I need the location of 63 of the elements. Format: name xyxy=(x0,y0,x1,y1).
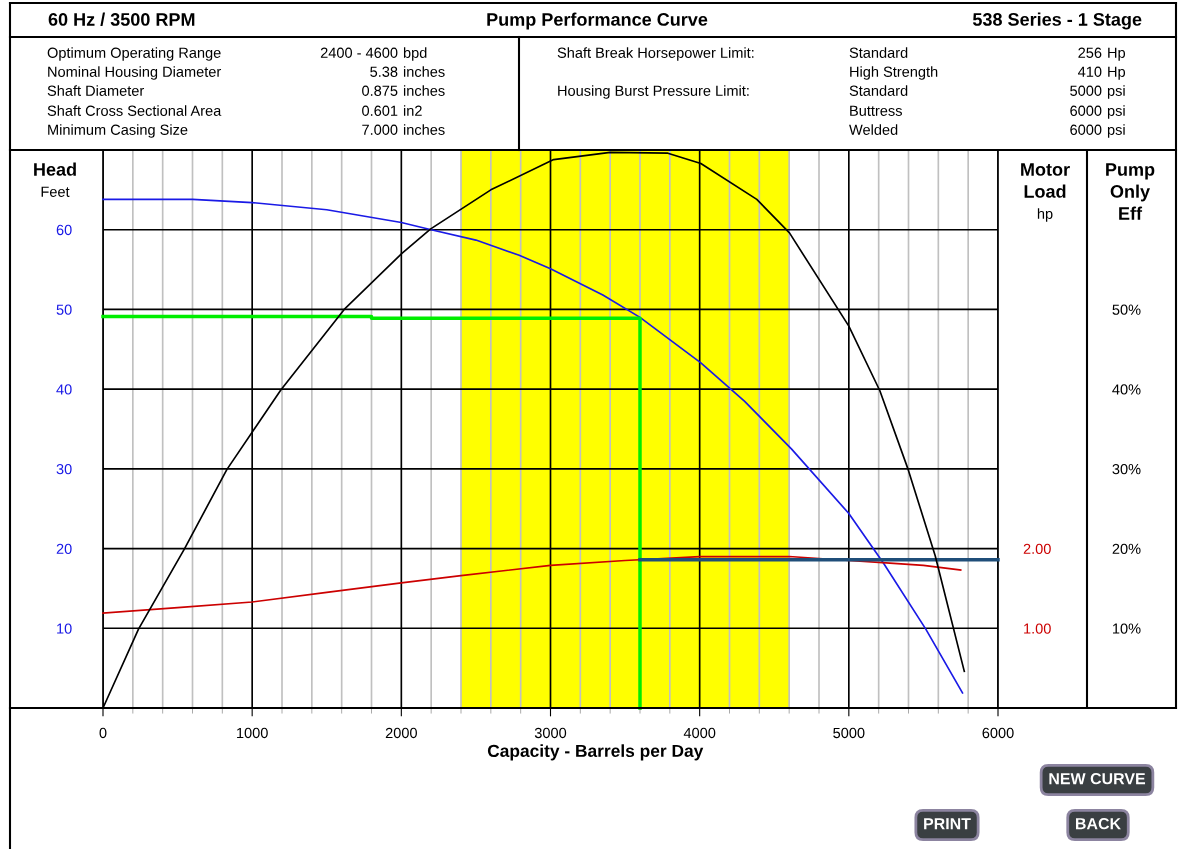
text: inches xyxy=(403,85,445,96)
text: psi xyxy=(1107,124,1125,138)
text: 410 xyxy=(1078,66,1102,77)
text: Welded xyxy=(849,124,898,135)
x-tick-label: 3000 xyxy=(534,727,567,739)
x-tick-label: 1000 xyxy=(237,727,268,739)
text: Shaft Break Horsepower Limit: xyxy=(557,47,754,61)
y-axis-title: Head Feet xyxy=(34,162,76,197)
text: NEW CURVE xyxy=(1049,772,1146,785)
y3-tick-label: 10% xyxy=(1113,623,1141,634)
text: 538 Series - 1 Stage xyxy=(972,12,1142,30)
y-tick-label: 40 xyxy=(56,384,72,395)
y-tick-label: 10 xyxy=(57,623,72,634)
text: 0.875 xyxy=(362,85,398,96)
text: psi xyxy=(1107,105,1125,119)
text: 5000 xyxy=(1070,85,1102,96)
text: Housing Burst Pressure Limit: xyxy=(558,85,749,99)
text: Hp xyxy=(1108,66,1126,80)
text: 6000 xyxy=(1070,105,1102,116)
text: 6000 xyxy=(1070,124,1102,135)
x-tick-label: 5000 xyxy=(833,727,865,739)
text: Optimum Operating Range xyxy=(47,47,221,61)
x-tick-label: 2000 xyxy=(385,727,417,739)
text: High Strength xyxy=(850,66,938,80)
text: Standard xyxy=(849,47,908,58)
y-tick-label: 60 xyxy=(56,224,72,236)
text: inches xyxy=(403,124,445,135)
chart-title: Pump Performance Curve xyxy=(487,12,708,30)
y3-tick-label: 30% xyxy=(1112,463,1141,475)
text: Buttress xyxy=(850,105,902,116)
text: 256 xyxy=(1078,47,1102,58)
text: 7.000 xyxy=(362,124,398,135)
text: inches xyxy=(403,66,445,77)
y-tick-label: 20 xyxy=(56,543,72,554)
text: Nominal Housing Diameter xyxy=(48,66,222,80)
text: Minimum Casing Size xyxy=(48,124,188,138)
text: PRINT xyxy=(924,818,971,830)
y3-axis-title: Pump Only Eff xyxy=(1106,163,1155,220)
x-tick-label: 0 xyxy=(99,727,107,739)
text: 60 Hz / 3500 RPM xyxy=(48,12,195,27)
y-tick-label: 30 xyxy=(56,463,72,475)
text: 0.601 xyxy=(362,105,398,116)
y3-tick-label: 40% xyxy=(1112,384,1141,395)
y3-tick-label: 20% xyxy=(1112,543,1141,554)
text: BACK xyxy=(1076,817,1121,830)
x-tick-label: 6000 xyxy=(982,727,1014,739)
y2-tick-label: 1.00 xyxy=(1024,623,1051,634)
text: bpd xyxy=(403,47,427,61)
y3-tick-label: 50% xyxy=(1112,304,1141,315)
text: Shaft Diameter xyxy=(47,85,145,96)
y2-axis-title: Motor Load hp xyxy=(1021,163,1070,222)
text: psi xyxy=(1107,85,1125,99)
x-tick-label: 4000 xyxy=(683,727,716,739)
text: 2400 - 4600 xyxy=(320,47,398,58)
text: in2 xyxy=(403,105,422,116)
text: Hp xyxy=(1108,47,1126,61)
text: Shaft Cross Sectional Area xyxy=(47,105,222,116)
y2-tick-label: 2.00 xyxy=(1023,543,1051,554)
line-series xyxy=(102,555,962,614)
text: Standard xyxy=(849,85,908,96)
text: 5.38 xyxy=(370,66,398,77)
y-tick-label: 50 xyxy=(56,304,72,315)
x-axis-title: Capacity - Barrels per Day xyxy=(487,744,704,761)
